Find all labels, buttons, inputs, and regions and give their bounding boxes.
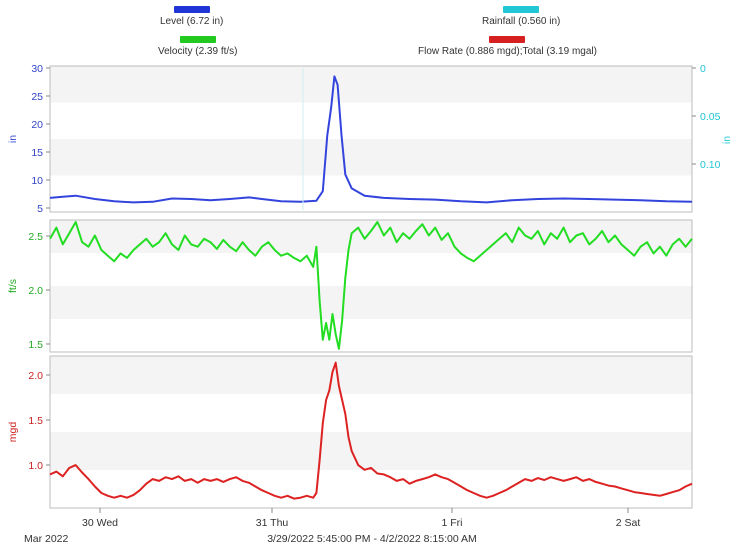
ylabel-level: in — [7, 135, 19, 143]
y2tick-label: 0.05 — [700, 111, 721, 123]
y2label-level: in — [721, 136, 733, 144]
legend-swatch-level — [173, 6, 210, 13]
panel-level-band — [50, 66, 692, 103]
legend-swatch-flow — [489, 36, 526, 43]
ytick-label: 15 — [31, 147, 43, 159]
xtick-label: 2 Sat — [616, 517, 641, 529]
ytick-label: 10 — [31, 175, 43, 187]
ytick-label: 5 — [37, 203, 43, 215]
legend-label-rainfall: Rainfall (0.560 in) — [482, 16, 561, 27]
legend-label-level: Level (6.72 in) — [160, 16, 224, 27]
x-month-label: Mar 2022 — [24, 533, 69, 545]
ytick-label: 25 — [31, 91, 43, 103]
series-line-flow — [49, 361, 693, 500]
y2tick-label: 0 — [700, 63, 706, 75]
x-range-caption: 3/29/2022 5:45:00 PM - 4/2/2022 8:15:00 … — [267, 533, 477, 545]
xtick-label: 31 Thu — [256, 517, 289, 529]
ytick-label: 1.0 — [28, 460, 43, 472]
xtick-label: 30 Wed — [82, 517, 118, 529]
panel-velocity-band — [50, 220, 692, 253]
legend-swatch-velocity — [179, 36, 216, 43]
panel-flow-frame — [49, 355, 693, 509]
legend-item-level[interactable]: Level (6.72 in) — [160, 6, 223, 27]
panel-flow-band — [50, 432, 692, 470]
ylabel-velocity: ft/s — [7, 279, 19, 293]
panel-flow-band — [50, 356, 692, 394]
y2tick-label: 0.10 — [700, 159, 721, 171]
legend-swatch-rainfall — [503, 6, 540, 13]
ytick-label: 30 — [31, 63, 43, 75]
panel-velocity-frame — [49, 219, 693, 353]
ytick-label: 1.5 — [28, 415, 43, 427]
ytick-label: 2.0 — [28, 285, 43, 297]
legend-item-rainfall[interactable]: Rainfall (0.560 in) — [482, 6, 560, 27]
ytick-label: 2.0 — [28, 370, 43, 382]
panel-velocity-band — [50, 286, 692, 319]
panel-level-band — [50, 139, 692, 176]
legend-label-velocity: Velocity (2.39 ft/s) — [158, 46, 238, 57]
legend-label-flow: Flow Rate (0.886 mgd);Total (3.19 mgal) — [418, 46, 597, 57]
ylabel-flow: mgd — [7, 422, 19, 443]
xtick-label: 1 Fri — [442, 517, 463, 529]
ytick-label: 1.5 — [28, 339, 43, 351]
series-line-velocity — [49, 221, 693, 350]
legend-item-flow[interactable]: Flow Rate (0.886 mgd);Total (3.19 mgal) — [418, 36, 597, 57]
ytick-label: 20 — [31, 119, 43, 131]
legend-item-velocity[interactable]: Velocity (2.39 ft/s) — [158, 36, 237, 57]
series-line-level — [49, 75, 693, 204]
ytick-label: 2.5 — [28, 231, 43, 243]
legend: Level (6.72 in) Rainfall (0.560 in) Velo… — [0, 0, 737, 66]
panel-level-frame — [49, 65, 693, 213]
